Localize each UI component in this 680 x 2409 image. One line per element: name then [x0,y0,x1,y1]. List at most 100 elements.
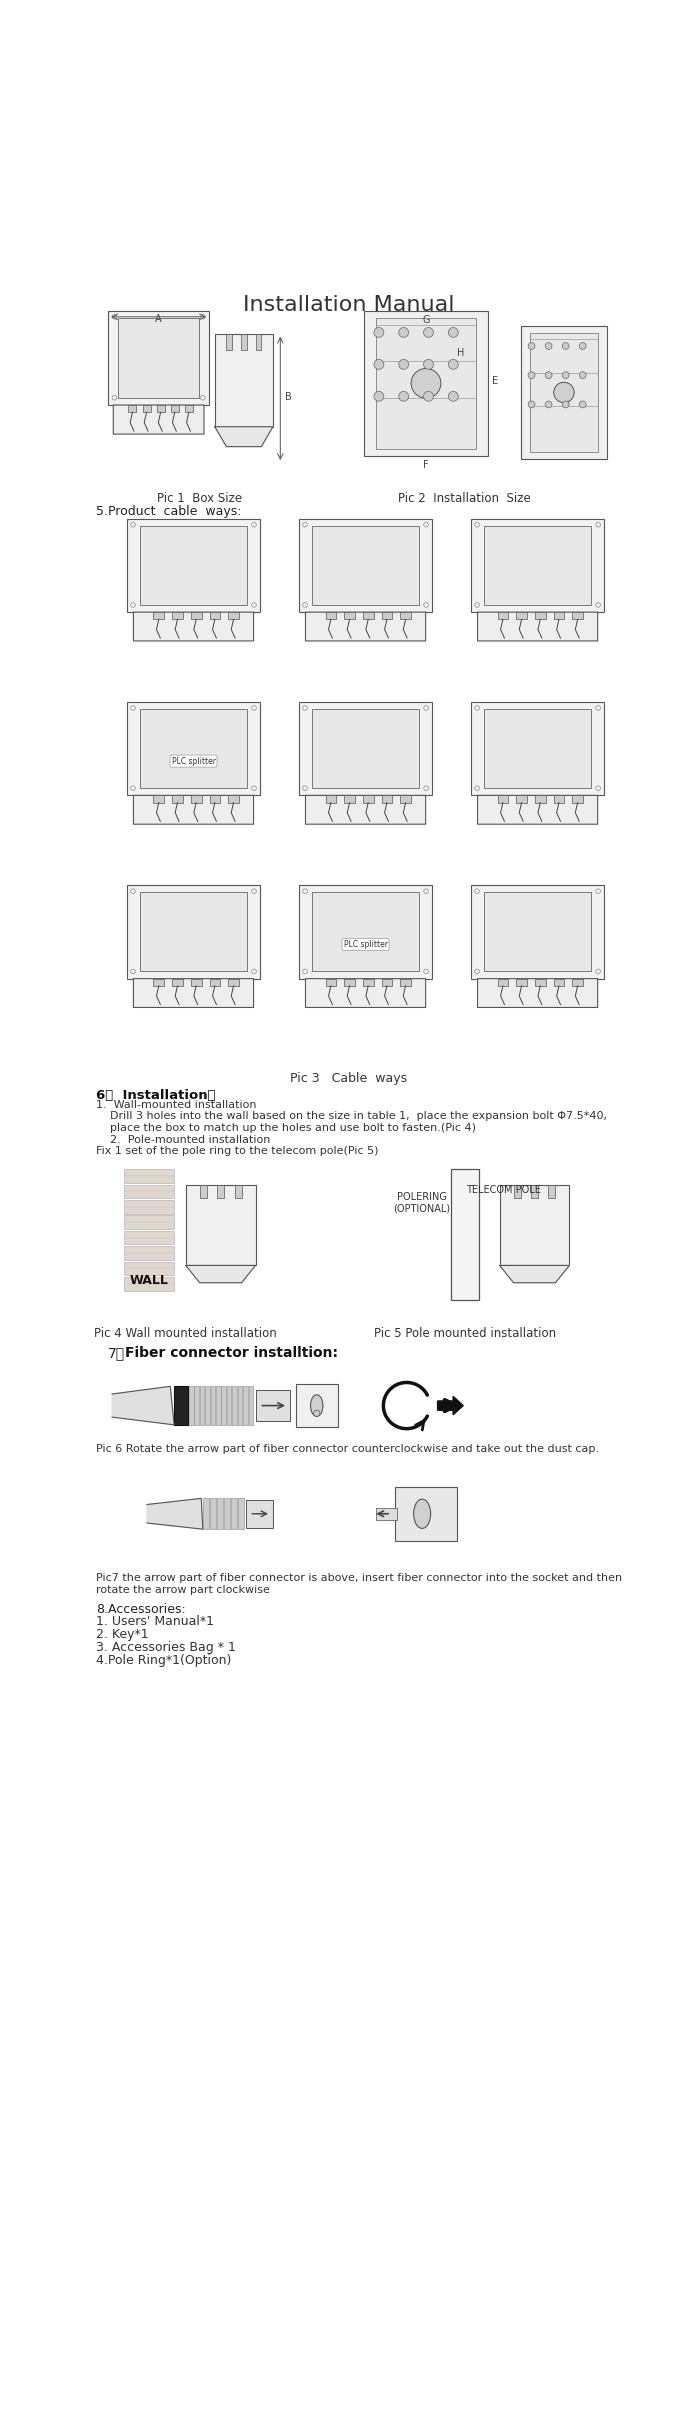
FancyBboxPatch shape [305,795,426,824]
Text: Pic 1  Box Size: Pic 1 Box Size [157,491,242,503]
Bar [108,311,209,405]
Bar [172,978,183,985]
FancyBboxPatch shape [477,612,598,641]
Bar [377,318,475,448]
Bar [299,884,432,978]
Bar [209,612,220,619]
Bar [554,612,564,619]
Bar [124,1277,174,1291]
Bar [326,978,336,985]
Text: 1. Users' Manual*1: 1. Users' Manual*1 [96,1614,214,1628]
Bar [381,978,392,985]
Bar [498,612,508,619]
Bar [344,978,355,985]
Bar [154,795,164,802]
Bar [296,1385,339,1426]
Bar [513,1185,521,1197]
Circle shape [424,390,433,402]
Bar [171,405,179,412]
Bar [471,884,605,978]
Bar [530,332,598,453]
Bar [217,1498,223,1530]
Bar [189,1385,194,1424]
Bar [124,1231,174,1245]
Circle shape [545,342,552,349]
Bar [205,1385,209,1424]
Text: 4.Pole Ring*1(Option): 4.Pole Ring*1(Option) [96,1655,231,1667]
Circle shape [579,371,586,378]
Bar [299,701,432,795]
Bar [228,612,239,619]
Text: F: F [423,460,429,470]
Text: 1.  Wall-mounted installation: 1. Wall-mounted installation [96,1101,256,1111]
Text: Pic 5 Pole mounted installation: Pic 5 Pole mounted installation [374,1327,556,1339]
Circle shape [554,383,574,402]
Bar [471,518,605,612]
Bar [516,795,527,802]
Circle shape [545,371,552,378]
Bar [344,612,355,619]
Bar [471,701,605,795]
Bar [312,891,419,971]
Bar [246,1501,273,1527]
Text: Pic 2  Installation  Size: Pic 2 Installation Size [398,491,531,503]
Circle shape [398,359,409,369]
Circle shape [562,371,569,378]
Bar [531,1185,538,1197]
Circle shape [528,342,535,349]
Bar [363,795,373,802]
Circle shape [424,359,433,369]
Circle shape [579,400,586,407]
Text: 5.Product  cable  ways:: 5.Product cable ways: [96,503,241,518]
Text: Fix 1 set of the pole ring to the telecom pole(Pic 5): Fix 1 set of the pole ring to the teleco… [96,1147,378,1156]
Bar [194,1385,199,1424]
Bar [484,891,591,971]
Bar [535,612,545,619]
Text: 7、: 7、 [108,1347,125,1361]
Text: Drill 3 holes into the wall based on the size in table 1,  place the expansion b: Drill 3 holes into the wall based on the… [96,1111,607,1123]
Circle shape [579,342,586,349]
Bar [209,795,220,802]
Bar [124,1262,174,1274]
Text: Pic 3   Cable  ways: Pic 3 Cable ways [290,1072,407,1084]
Bar [126,884,260,978]
Bar [140,525,247,605]
Bar [401,612,411,619]
Circle shape [562,342,569,349]
Circle shape [448,390,458,402]
Bar [401,795,411,802]
Text: Installation Manual: Installation Manual [243,296,454,316]
Circle shape [313,1409,320,1416]
Text: POLERING
(OPTIONAL): POLERING (OPTIONAL) [394,1192,451,1214]
Bar [326,612,336,619]
Bar [516,612,527,619]
Bar [156,405,165,412]
Text: B: B [285,393,292,402]
Bar [143,405,150,412]
Text: 2.  Pole-mounted installation: 2. Pole-mounted installation [96,1135,270,1144]
Bar [375,1508,397,1520]
Bar [217,1185,224,1197]
Circle shape [398,328,409,337]
Bar [401,978,411,985]
Bar [516,978,527,985]
Circle shape [411,369,441,397]
Bar [222,1385,226,1424]
Text: G: G [422,316,430,325]
FancyBboxPatch shape [133,612,254,641]
Bar [200,1385,205,1424]
Bar [256,335,261,349]
Bar [256,1390,290,1421]
Bar [248,1385,253,1424]
Text: 2. Key*1: 2. Key*1 [96,1628,148,1641]
Bar [299,518,432,612]
Polygon shape [500,1265,569,1282]
Bar [241,335,247,349]
Bar [118,318,199,397]
FancyBboxPatch shape [133,795,254,824]
Text: TELECOM POLE: TELECOM POLE [466,1185,541,1195]
Bar [498,795,508,802]
Bar [227,1385,231,1424]
Text: place the box to match up the holes and use bolt to fasten.(Pic 4): place the box to match up the holes and … [96,1123,476,1132]
Bar [364,311,488,455]
